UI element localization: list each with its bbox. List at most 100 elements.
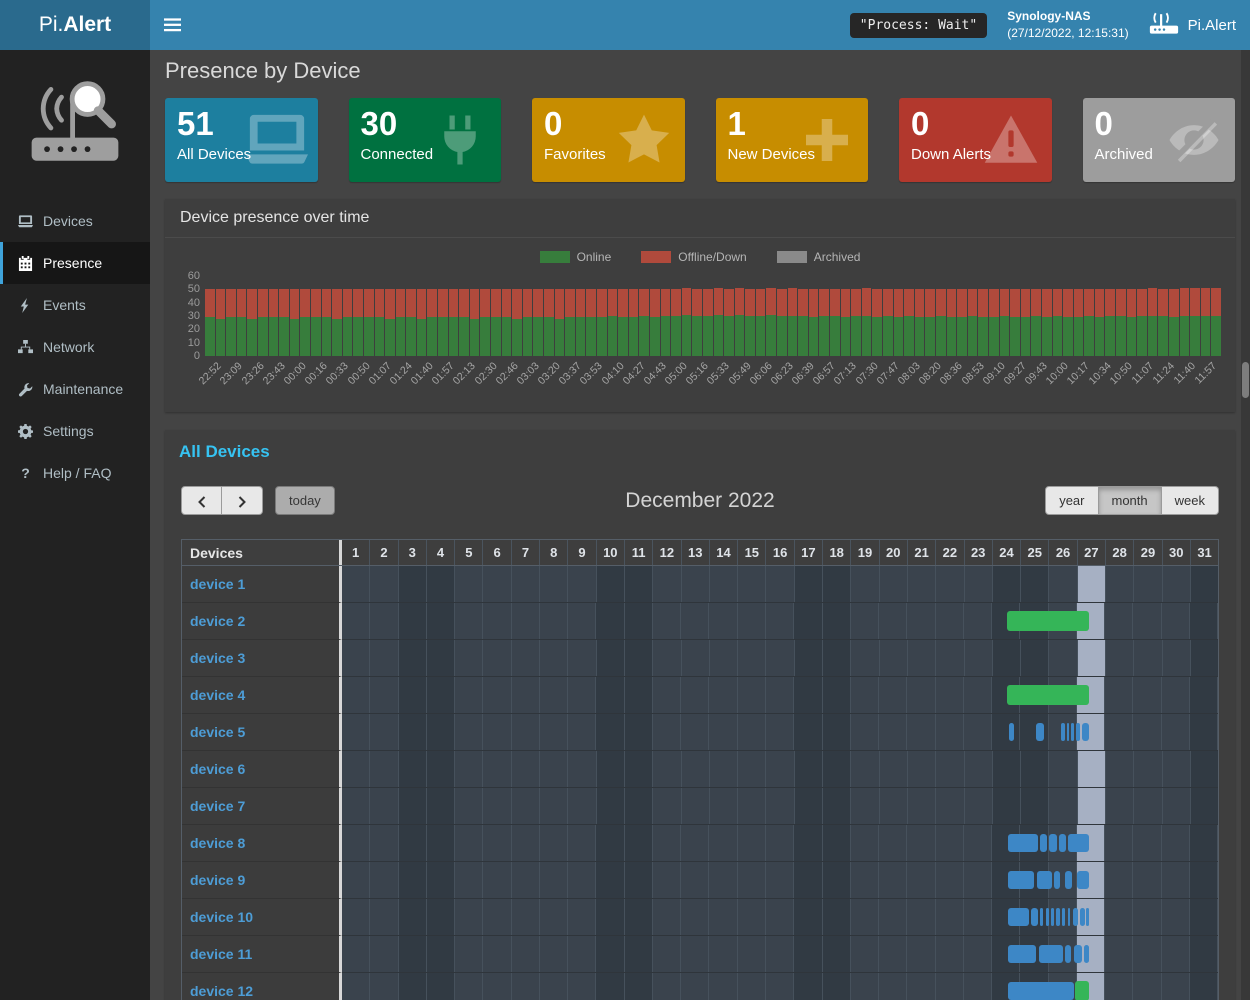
day-cell (1020, 714, 1049, 750)
day-header-1: 1 (342, 540, 371, 565)
day-cell (596, 677, 625, 713)
plus-icon (796, 112, 858, 168)
sidebar-item-maintenance[interactable]: Maintenance (0, 368, 150, 410)
page-scrollbar[interactable] (1241, 50, 1250, 1000)
sidebar-item-help-faq[interactable]: ? Help / FAQ (0, 452, 150, 494)
all-devices-link[interactable]: All Devices (179, 442, 270, 461)
day-cell (709, 862, 738, 898)
tile-new-devices[interactable]: 1 New Devices (715, 98, 868, 182)
presence-bar-session (1059, 834, 1066, 852)
tile-archived[interactable]: 0 Archived (1082, 98, 1235, 182)
day-cell (794, 973, 823, 1000)
chart-bar (883, 289, 893, 356)
day-cell (455, 640, 484, 676)
day-cell (398, 936, 427, 972)
day-header-6: 6 (483, 540, 512, 565)
day-cell (992, 714, 1021, 750)
device-link-device-6[interactable]: device 6 (190, 761, 246, 777)
day-cell (370, 677, 399, 713)
day-cell (1134, 640, 1163, 676)
navbar-brand[interactable]: Pi.Alert (1149, 11, 1236, 39)
device-link-device-10[interactable]: device 10 (190, 909, 254, 925)
day-cell (766, 566, 795, 602)
device-link-device-8[interactable]: device 8 (190, 835, 246, 851)
day-cell (596, 640, 625, 676)
day-cell (1106, 640, 1135, 676)
day-cell (935, 899, 964, 935)
day-cell (624, 640, 654, 676)
chart-bar (491, 289, 501, 356)
day-cell (851, 788, 880, 824)
sidebar-item-events[interactable]: Events (0, 284, 150, 326)
day-cell (907, 640, 937, 676)
view-year-button[interactable]: year (1045, 486, 1099, 515)
day-cell (738, 640, 767, 676)
chart-bar (427, 289, 438, 356)
tile-all-devices[interactable]: 51 All Devices (165, 98, 318, 182)
chart-bar (681, 288, 692, 356)
day-cell (652, 677, 682, 713)
device-link-device-4[interactable]: device 4 (190, 687, 246, 703)
presence-bar-session (1049, 834, 1057, 852)
view-week-button[interactable]: week (1161, 486, 1219, 515)
chart-bar (660, 289, 671, 356)
sidebar-item-network[interactable]: Network (0, 326, 150, 368)
sidebar-toggle-button[interactable] (164, 0, 198, 50)
legend-online: Online (539, 250, 611, 264)
day-cell (681, 566, 710, 602)
device-link-device-7[interactable]: device 7 (190, 798, 246, 814)
day-cell (681, 640, 710, 676)
chart-bar (1169, 289, 1179, 356)
device-link-device-1[interactable]: device 1 (190, 576, 246, 592)
prev-month-button[interactable] (181, 486, 222, 515)
day-cell (794, 677, 823, 713)
chart-bar (438, 289, 448, 356)
device-link-device-5[interactable]: device 5 (190, 724, 246, 740)
day-cell (992, 566, 1022, 602)
scrollbar-thumb[interactable] (1242, 362, 1249, 398)
day-cell (963, 677, 993, 713)
view-month-button[interactable]: month (1098, 486, 1162, 515)
device-link-device-11[interactable]: device 11 (190, 946, 253, 962)
presence-bar-session (1031, 908, 1038, 926)
device-link-device-9[interactable]: device 9 (190, 872, 246, 888)
day-cell (342, 677, 371, 713)
day-cell (483, 862, 512, 898)
day-header-9: 9 (568, 540, 597, 565)
tile-connected[interactable]: 30 Connected (348, 98, 501, 182)
day-cell (1134, 788, 1163, 824)
day-cell (1133, 714, 1162, 750)
tile-label: Down Alerts (911, 145, 992, 163)
next-month-button[interactable] (222, 486, 263, 515)
day-cell (539, 936, 569, 972)
sidebar-item-settings[interactable]: Settings (0, 410, 150, 452)
day-header-28: 28 (1106, 540, 1135, 565)
device-link-device-2[interactable]: device 2 (190, 613, 246, 629)
day-cell (511, 862, 540, 898)
day-cell (964, 566, 993, 602)
day-header-12: 12 (653, 540, 682, 565)
day-cell (624, 714, 653, 750)
day-number-header: 1 2 3 4 5 6 7 8 9 10 11 12 13 14 15 16 17 18 19 20 21 22 23 24 2… (342, 540, 1218, 565)
sidebar-item-presence[interactable]: Presence (0, 242, 150, 285)
day-cell (653, 566, 682, 602)
today-button[interactable]: today (275, 486, 335, 515)
brand-logo[interactable]: Pi. Alert (0, 0, 150, 50)
day-cell (511, 714, 540, 750)
day-cell (624, 603, 653, 639)
day-cell (822, 862, 851, 898)
day-header-23: 23 (965, 540, 993, 565)
tile-favorites[interactable]: 0 Favorites (532, 98, 685, 182)
tile-down-alerts[interactable]: 0 Down Alerts (899, 98, 1052, 182)
day-cell (709, 788, 739, 824)
presence-bar-session (1072, 908, 1079, 926)
sidebar-item-devices[interactable]: Devices (0, 200, 150, 242)
day-cell (540, 566, 569, 602)
day-cell (426, 788, 456, 824)
day-cell (851, 751, 880, 787)
device-link-device-3[interactable]: device 3 (190, 650, 246, 666)
chart-bar (861, 288, 872, 356)
day-cell (964, 640, 993, 676)
device-link-device-12[interactable]: device 12 (190, 983, 254, 999)
chart-bars[interactable] (205, 276, 1221, 356)
